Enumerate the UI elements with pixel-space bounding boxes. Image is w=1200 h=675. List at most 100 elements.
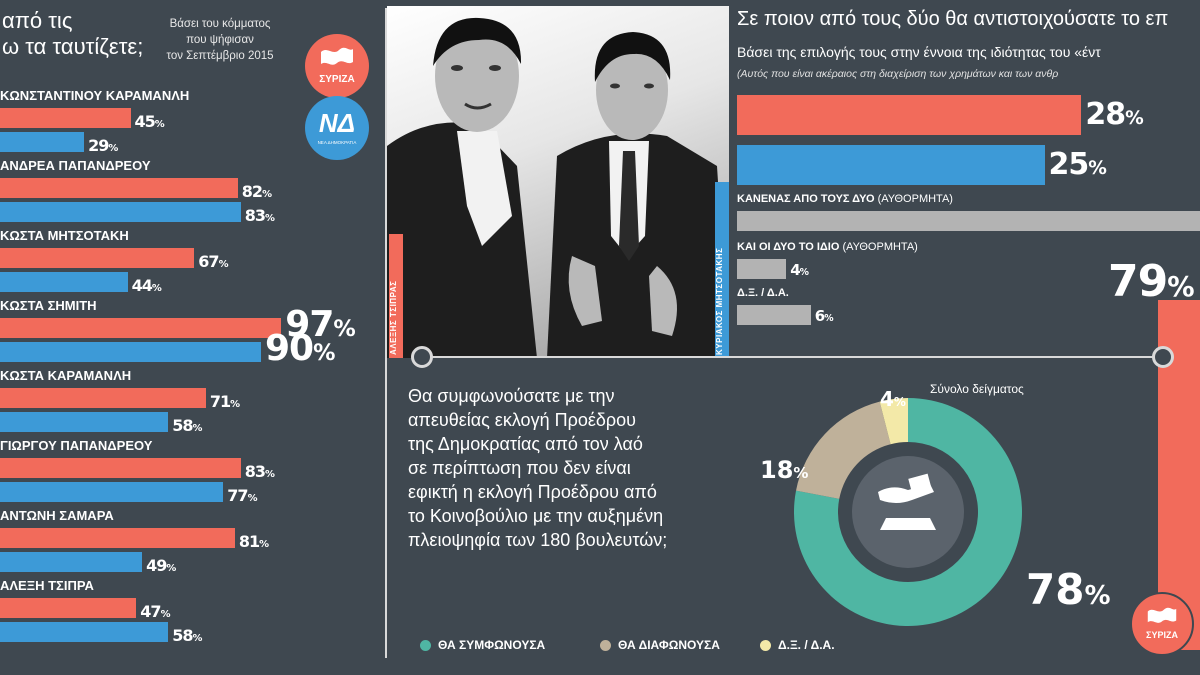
right-subtitle: Βάσει της επιλογής τους στην έννοια της … <box>737 44 1101 60</box>
right-note: (Αυτός που είναι ακέραιος στη διαχείριση… <box>737 68 1059 80</box>
ballot-box-icon <box>878 473 936 530</box>
subtitle-line2: που ψήφισαν <box>186 34 254 46</box>
nd-bar-value: 44% <box>131 276 162 295</box>
question-line: σε περίπτωση που δεν είναι <box>408 458 631 478</box>
right-category-qualifier: (ΑΥΘΟΡΜΗΤΑ) <box>839 241 918 253</box>
partial-bar-syriza-logo: ΣΥΡΙΖΑ <box>1130 592 1194 656</box>
nd-bar-value: 49% <box>146 556 176 575</box>
referendum-question: Θα συμφωνούσατε με την απευθείας εκλογή Π… <box>408 384 768 552</box>
donut-value-label: 78% <box>1026 565 1111 614</box>
donut-slice <box>794 398 1022 626</box>
legend-swatch <box>760 640 771 651</box>
question-line: Θα συμφωνούσατε με την <box>408 386 615 406</box>
left-category-label: ΚΩΣΤΑ ΜΗΤΣΟΤΑΚΗ <box>0 228 129 243</box>
nd-bar <box>0 482 224 502</box>
subtitle-line3: τον Σεπτέμβριο 2015 <box>166 50 274 62</box>
syriza-bar-value: 83% <box>244 462 275 481</box>
right-bar-chart: 28% 25% ΚΑΝΕΝΑΣ ΑΠΟ ΤΟΥΣ ΔΥΟ (ΑΥΘΟΡΜΗΤΑ) ΚΑ… <box>737 95 1200 335</box>
nd-bar-value: 58% <box>172 416 202 435</box>
question-line: το Κοινοβούλιο με την αυξημένη <box>408 506 664 526</box>
nd-logo-label: ΝΔ <box>318 108 356 138</box>
partial-bar-value: 79% <box>1108 256 1195 307</box>
left-category-label: ΚΩΝΣΤΑΝΤΙΝΟΥ ΚΑΡΑΜΑΝΛΗ <box>0 88 190 103</box>
left-subtitle: Βάσει του κόμματος που ψήφισαν τον Σεπτέ… <box>150 16 290 64</box>
caption-mitsotakis: ΚΥΡΙΑΚΟΣ ΜΗΤΣΟΤΑΚΗΣ <box>715 182 729 358</box>
donut-slice <box>796 401 891 499</box>
partial-bar-logo-label: ΣΥΡΙΖΑ <box>1146 630 1178 640</box>
syriza-bar-value: 45% <box>134 112 165 131</box>
tsipras-bar <box>737 95 1082 135</box>
mitsotakis-bar <box>737 145 1045 185</box>
syriza-bar-value: 97% <box>285 304 355 345</box>
syriza-bar <box>0 528 235 548</box>
donut-slice <box>879 398 908 445</box>
gray-bar <box>737 211 1200 231</box>
right-category-label: ΚΑΝΕΝΑΣ ΑΠΟ ΤΟΥΣ ΔΥΟ (ΑΥΘΟΡΜΗΤΑ) <box>737 193 953 205</box>
vertical-divider <box>385 8 387 658</box>
ballot-icon-background <box>852 456 964 568</box>
nd-logo: ΝΔ ΝΕΑ ΔΗΜΟΚΡΑΤΙΑ <box>305 96 369 160</box>
divider-node-right <box>1152 346 1174 368</box>
syriza-bar <box>0 458 241 478</box>
syriza-bar-value: 82% <box>241 182 272 201</box>
legend-swatch <box>600 640 611 651</box>
syriza-bar-value: 47% <box>140 602 170 621</box>
donut-percent-sign: % <box>1084 581 1110 611</box>
legend-label: ΘΑ ΣΥΜΦΩΝΟΥΣΑ <box>438 638 546 652</box>
right-bar-value: 28% <box>1085 97 1143 132</box>
legend-swatch <box>420 640 431 651</box>
donut-percent-sign: % <box>793 464 808 482</box>
syriza-bar-value: 67% <box>198 252 228 271</box>
gray-bar <box>737 305 811 325</box>
nd-bar <box>0 202 241 222</box>
flag-icon <box>321 47 353 65</box>
horizontal-divider <box>422 356 1164 358</box>
left-category-label: ΑΝΔΡΕΑ ΠΑΠΑΝΔΡΕΟΥ <box>0 158 151 173</box>
donut-value-label: 18% <box>760 456 808 484</box>
nd-bar <box>0 342 261 362</box>
right-bar-value: 6% <box>814 307 834 325</box>
gray-bar <box>737 259 787 279</box>
syriza-bar-value: 71% <box>209 392 240 411</box>
right-category-name: ΚΑΙ ΟΙ ΔΥΟ ΤΟ ΙΔΙΟ <box>737 241 840 253</box>
donut-legend: ΘΑ ΣΥΜΦΩΝΟΥΣΑ ΘΑ ΔΙΑΦΩΝΟΥΣΑ Δ.Ξ. / Δ.Α. <box>420 636 1120 658</box>
right-category-name: ΚΑΝΕΝΑΣ ΑΠΟ ΤΟΥΣ ΔΥΟ <box>737 193 875 205</box>
nd-bar-value: 90% <box>265 328 335 369</box>
nd-logo-sublabel: ΝΕΑ ΔΗΜΟΚΡΑΤΙΑ <box>317 140 357 145</box>
syriza-logo: ΣΥΡΙΖΑ <box>305 34 369 98</box>
syriza-bar <box>0 108 131 128</box>
nd-bar-value: 83% <box>244 206 275 225</box>
nd-bar <box>0 622 169 642</box>
left-bar-chart: ΚΩΝΣΤΑΝΤΙΝΟΥ ΚΑΡΑΜΑΝΛΗ 45% 29% ΑΝΔΡΕΑ ΠΑΠΑΝ… <box>0 88 380 658</box>
caption-tsipras: ΑΛΕΞΗΣ ΤΣΙΠΡΑΣ <box>389 234 403 358</box>
nd-bar-value: 77% <box>227 486 257 505</box>
left-title-line2: ω τα ταυτίζετε; <box>2 34 144 59</box>
left-category-label: ΚΩΣΤΑ ΚΑΡΑΜΑΝΛΗ <box>0 368 132 383</box>
nd-bar <box>0 272 128 292</box>
leaders-illustration <box>387 17 729 358</box>
nd-bar-value: 29% <box>88 136 118 155</box>
left-category-label: ΓΙΩΡΓΟΥ ΠΑΠΑΝΔΡΕΟΥ <box>0 438 153 453</box>
left-title-line1: από τις <box>2 8 73 33</box>
nd-bar <box>0 552 143 572</box>
question-line: εφικτή η εκλογή Προέδρου από <box>408 482 657 502</box>
nd-bar <box>0 412 169 432</box>
leaders-photo: ΑΛΕΞΗΣ ΤΣΙΠΡΑΣ ΚΥΡΙΑΚΟΣ ΜΗΤΣΟΤΑΚΗΣ <box>387 6 729 358</box>
syriza-bar <box>0 388 206 408</box>
question-line: πλειοψηφία των 180 βουλευτών; <box>408 530 668 550</box>
right-title: Σε ποιον από τους δύο θα αντιστοιχούσατε… <box>737 8 1169 30</box>
right-category-qualifier: (ΑΥΘΟΡΜΗΤΑ) <box>874 193 953 205</box>
left-category-label: ΑΝΤΩΝΗ ΣΑΜΑΡΑ <box>0 508 114 523</box>
syriza-logo-label: ΣΥΡΙΖΑ <box>319 74 355 85</box>
donut-value-label: 4% <box>880 387 906 411</box>
donut-chart: 78% 18% 4% <box>760 387 1111 626</box>
donut-title: Σύνολο δείγματος <box>930 382 1024 396</box>
left-category-label: ΑΛΕΞΗ ΤΣΙΠΡΑ <box>0 578 94 593</box>
left-category-label: ΚΩΣΤΑ ΣΗΜΙΤΗ <box>0 298 97 313</box>
syriza-bar <box>0 598 137 618</box>
right-category-name: Δ.Ξ. / Δ.Α. <box>737 287 789 299</box>
divider-node-left <box>411 346 433 368</box>
subtitle-line1: Βάσει του κόμματος <box>169 18 271 30</box>
right-bar-value: 4% <box>790 261 809 279</box>
question-line: της Δημοκρατίας από τον λαό <box>408 434 643 454</box>
